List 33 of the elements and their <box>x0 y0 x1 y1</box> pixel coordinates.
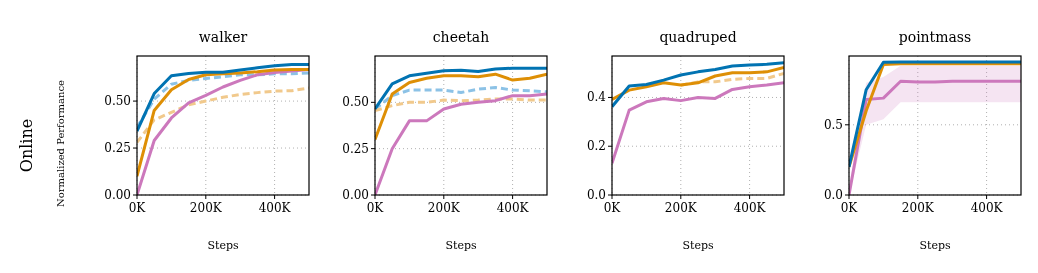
y-tick-label: 0.50 <box>104 94 131 109</box>
chart-title: cheetah <box>432 29 490 45</box>
text: Online <box>17 118 36 173</box>
x-tick-label: 200K <box>189 201 223 215</box>
x-tick-label: 0K <box>603 201 622 215</box>
x-axis-title: Steps <box>682 239 714 252</box>
y-tick-label: 0.5 <box>823 117 843 132</box>
x-axis-title: Steps <box>445 239 477 252</box>
x-tick-label: 0K <box>128 201 147 215</box>
x-tick-label: 400K <box>258 201 292 215</box>
x-axis-title: Steps <box>207 239 239 252</box>
y-tick-label: 0.25 <box>104 141 131 156</box>
y-tick-label: 0.00 <box>104 188 131 202</box>
y-tick-label: 0.25 <box>342 141 369 156</box>
chart-title: pointmass <box>898 29 972 45</box>
y-tick-label: 0.0 <box>586 188 606 202</box>
x-tick-label: 0K <box>366 201 385 215</box>
y-axis-title: Normalized Performance <box>55 79 66 208</box>
x-tick-label: 200K <box>901 201 935 215</box>
x-tick-label: 200K <box>427 201 461 215</box>
y-tick-label: 0.4 <box>586 90 607 105</box>
x-tick-label: 400K <box>733 201 767 215</box>
x-tick-label: 200K <box>664 201 698 215</box>
chart-title: walker <box>198 29 248 45</box>
x-tick-label: 0K <box>840 201 859 215</box>
y-tick-label: 0.00 <box>342 188 369 202</box>
y-tick-label: 0.2 <box>586 139 606 154</box>
chart-title: quadruped <box>659 29 737 45</box>
x-tick-label: 400K <box>496 201 530 215</box>
y-tick-label: 0.50 <box>342 95 369 110</box>
x-axis-title: Steps <box>919 239 951 252</box>
y-tick-label: 0.0 <box>823 188 843 202</box>
x-tick-label: 400K <box>970 201 1004 215</box>
